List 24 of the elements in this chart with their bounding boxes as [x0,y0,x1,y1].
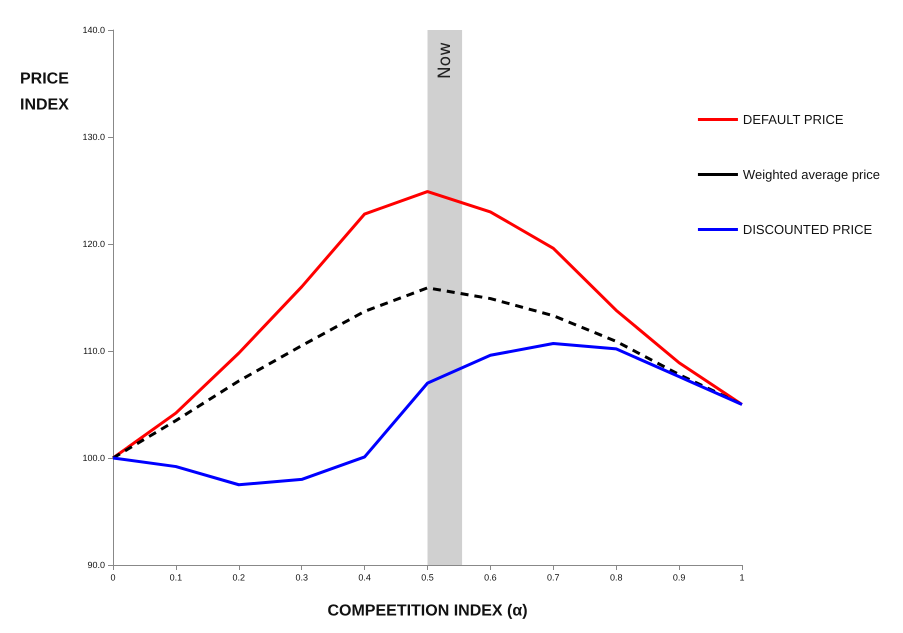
x-axis-title: COMPEETITION INDEX (α) [327,602,528,620]
legend-label: DISCOUNTED PRICE [742,222,873,237]
x-tick-label: 0.8 [610,572,622,582]
legend-label: Weighted average price [742,167,880,182]
y-tick-label: 130.0 [82,132,105,142]
y-tick-label: 120.0 [82,239,105,249]
x-tick-label: 1 [739,572,745,582]
line-series [112,342,744,486]
x-tick-label: 0.7 [547,572,560,582]
band-label: Now [434,42,455,80]
x-tick-label: 0.6 [484,572,497,582]
x-tick-label: 0.3 [295,572,308,582]
y-axis-title: PRICE INDEX [20,70,70,114]
y-tick-label: 100.0 [82,453,105,463]
x-tick-label: 0.5 [421,572,434,582]
x-tick-label: 0.1 [170,572,182,582]
x-tick-label: 0.4 [358,572,371,582]
y-tick-label: 90.0 [87,560,105,570]
y-tick-label: 140.0 [82,25,105,35]
x-tick-label: 0 [110,572,116,582]
legend-label: DEFAULT PRICE [742,112,844,127]
x-tick-label: 0.2 [232,572,246,582]
y-tick-label: 110.0 [83,346,105,356]
x-tick-label: 0.9 [672,572,686,582]
